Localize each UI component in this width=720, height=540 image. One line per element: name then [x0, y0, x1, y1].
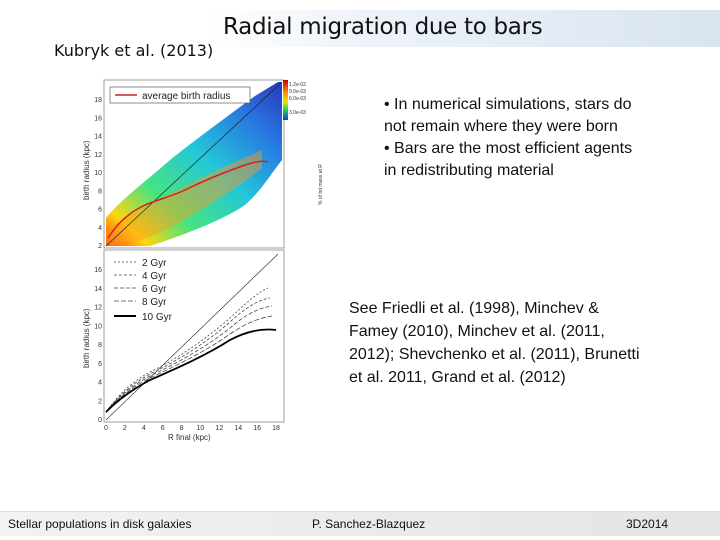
- bullet-item: • In numerical simulations, stars do not…: [384, 96, 632, 135]
- colorbar-tick-3: 6.0e-03: [289, 96, 306, 102]
- heatmap-core: [106, 150, 262, 246]
- footer-author: P. Sanchez-Blazquez: [312, 517, 426, 531]
- curve-6gyr: [105, 305, 273, 413]
- curve-10gyr: [105, 328, 277, 413]
- bottom-xtick-label: 4: [142, 425, 146, 432]
- bottom-xtick-label: 16: [253, 425, 261, 432]
- average-birth-radius-curve: [107, 160, 269, 239]
- colorbar-tick-4: 3.0e-03: [289, 110, 306, 116]
- top-ytick-label: 6: [98, 207, 102, 214]
- top-legend-box: [109, 86, 251, 104]
- legend-10gyr: 10 Gyr: [142, 312, 173, 323]
- bottom-xtick-label: 0: [104, 425, 108, 432]
- citation: Kubryk et al. (2013): [54, 41, 214, 60]
- bottom-xtick-label: 18: [272, 425, 280, 432]
- top-ytick-label: 2: [98, 243, 102, 250]
- bottom-xtick-label: 2: [123, 425, 127, 432]
- top-ytick-label: 18: [94, 97, 102, 104]
- colorbar-label: % of tot mass at R: [318, 164, 324, 205]
- bottom-ytick-label: 6: [98, 361, 102, 368]
- bottom-yticks: 16 14 12 10 8 6 4 2 0: [94, 267, 102, 424]
- top-ytick-label: 12: [94, 152, 102, 159]
- legend-2gyr: 2 Gyr: [142, 258, 167, 269]
- bottom-xtick-label: 6: [161, 425, 165, 432]
- bottom-ytick-label: 10: [94, 323, 102, 330]
- title-band: [205, 10, 720, 47]
- colorbar: [283, 80, 288, 120]
- references-text: See Friedli et al. (1998), Minchev & Fam…: [349, 300, 640, 386]
- bottom-ytick-label: 16: [94, 267, 102, 274]
- one-to-one-line-top: [105, 81, 283, 247]
- top-ylabel: birth radius (kpc): [82, 140, 91, 200]
- footer-left: Stellar populations in disk galaxies: [8, 517, 192, 531]
- bottom-legend: 2 Gyr 4 Gyr 6 Gyr 8 Gyr 10 Gyr: [114, 258, 173, 323]
- top-legend-label: average birth radius: [142, 91, 230, 102]
- colorbar-tick-2: 9.0e-03: [289, 89, 306, 95]
- bottom-xlabel: R final (kpc): [168, 433, 211, 442]
- top-ytick-label: 16: [94, 115, 102, 122]
- bottom-ytick-label: 4: [98, 380, 102, 387]
- bottom-ytick-label: 12: [94, 305, 102, 312]
- bottom-xtick-label: 14: [234, 425, 242, 432]
- legend-8gyr: 8 Gyr: [142, 297, 167, 308]
- bottom-ytick-label: 8: [98, 342, 102, 349]
- bottom-ytick-label: 14: [94, 286, 102, 293]
- bottom-xtick-label: 12: [215, 425, 223, 432]
- bottom-xtick-label: 8: [180, 425, 184, 432]
- colorbar-tick-1: 1.2e-02: [289, 82, 306, 88]
- top-ytick-label: 8: [98, 188, 102, 195]
- one-to-one-line-bottom: [105, 253, 279, 421]
- top-ytick-label: 10: [94, 170, 102, 177]
- footer-bar: Stellar populations in disk galaxies P. …: [0, 511, 720, 536]
- top-yticks: 18 16 14 12 10 8 6 4 2: [94, 97, 102, 250]
- curve-8gyr: [105, 315, 273, 413]
- top-ytick-label: 4: [98, 225, 102, 232]
- migration-figure: average birth radius 1.2e-02 9.0e-03 6.0…: [82, 79, 324, 442]
- slide-title: Radial migration due to bars: [223, 14, 543, 40]
- legend-6gyr: 6 Gyr: [142, 284, 167, 295]
- bottom-xtick-label: 10: [197, 425, 205, 432]
- bottom-ylabel: birth radius (kpc): [82, 308, 91, 368]
- bottom-ytick-label: 0: [98, 417, 102, 424]
- bullet-item: • Bars are the most efficient agents in …: [384, 140, 633, 179]
- bottom-xticks: 0 2 4 6 8 10 12 14 16 18: [104, 425, 280, 432]
- bullet-list: • In numerical simulations, stars do not…: [384, 94, 644, 182]
- top-ytick-label: 14: [94, 134, 102, 141]
- legend-4gyr: 4 Gyr: [142, 271, 167, 282]
- bottom-ytick-label: 2: [98, 398, 102, 405]
- footer-event: 3D2014: [626, 517, 669, 531]
